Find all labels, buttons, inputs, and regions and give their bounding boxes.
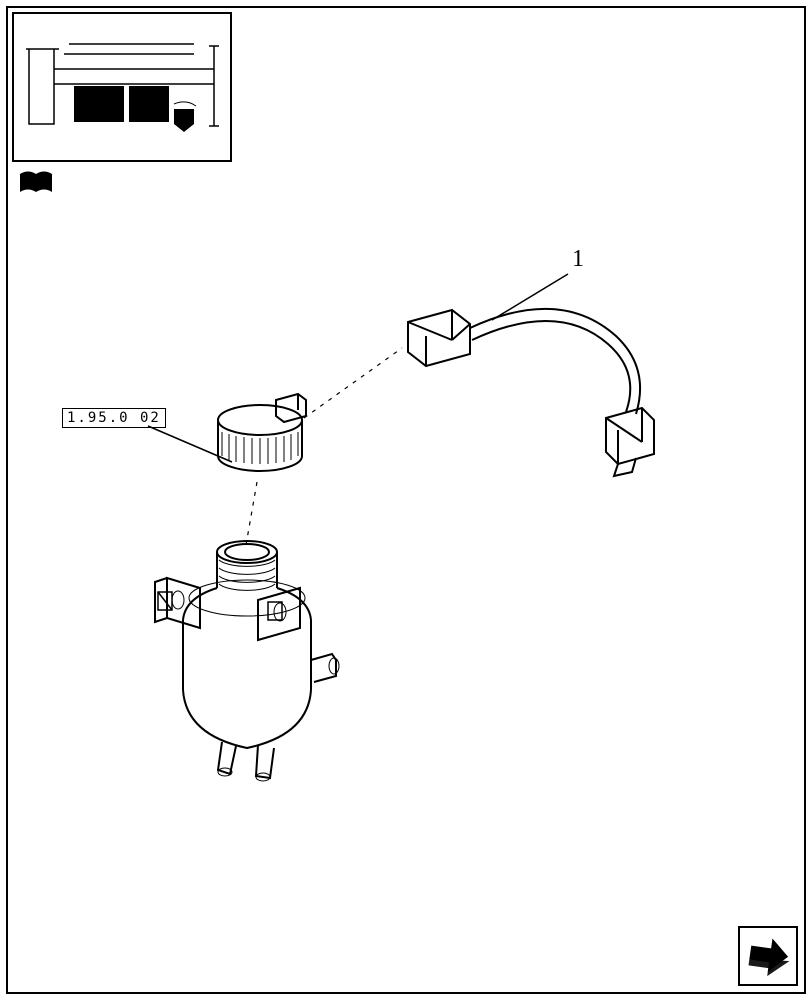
part-reservoir [155, 541, 339, 781]
leader-ref [148, 426, 232, 462]
axis-cap-connector [304, 348, 402, 418]
axis-cap-reservoir [246, 482, 257, 545]
next-page-icon[interactable] [738, 926, 798, 986]
part-cap [218, 394, 306, 471]
part-cable-assembly [408, 309, 654, 476]
exploded-diagram [0, 0, 812, 1000]
leader-1 [492, 274, 568, 320]
